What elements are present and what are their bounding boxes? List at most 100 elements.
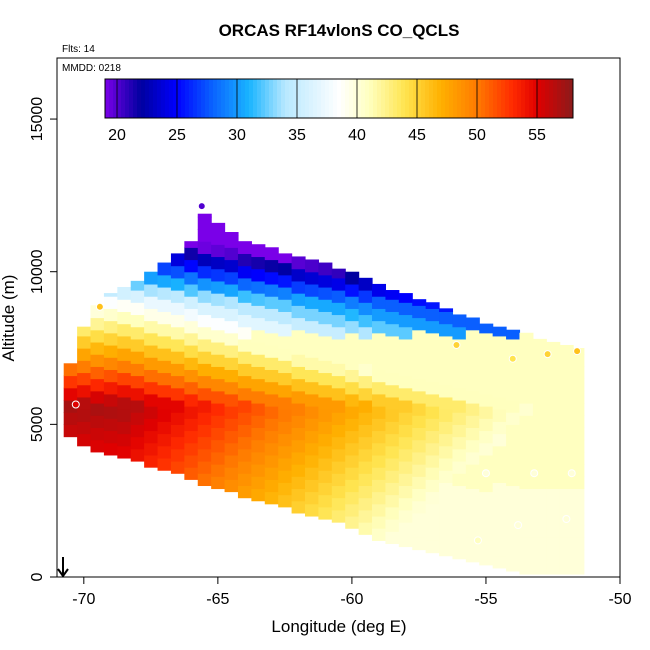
heatmap-cell — [519, 451, 534, 465]
heatmap-cell — [157, 274, 172, 288]
heatmap-cell — [77, 360, 92, 374]
heatmap-cell — [412, 341, 427, 355]
heatmap-cell — [237, 363, 252, 377]
heatmap-cell — [291, 476, 306, 490]
heatmap-cell — [425, 369, 440, 383]
heatmap-cell — [439, 482, 454, 496]
heatmap-cell — [184, 320, 199, 334]
heatmap-cell — [425, 332, 440, 346]
heatmap-cell — [358, 326, 373, 340]
heatmap-cell — [358, 387, 373, 401]
heatmap-cell — [224, 406, 239, 419]
heatmap-cell — [546, 402, 561, 416]
heatmap-cell — [264, 479, 279, 493]
heatmap-cell — [519, 500, 534, 514]
heatmap-cell — [224, 235, 239, 248]
heatmap-cell — [264, 296, 279, 309]
colorbar-segment — [409, 79, 414, 118]
heatmap-cell — [358, 522, 373, 535]
heatmap-cell — [546, 464, 561, 477]
heatmap-cell — [251, 280, 266, 294]
colorbar-segment — [257, 79, 262, 118]
heatmap-cell — [264, 454, 279, 468]
heatmap-cell — [492, 409, 507, 422]
heatmap-cell — [170, 338, 185, 352]
heatmap-cell — [318, 311, 333, 325]
heatmap-cell — [197, 314, 212, 328]
heatmap-cell — [412, 476, 427, 490]
heatmap-cell — [144, 320, 159, 334]
heatmap-cell — [439, 445, 454, 459]
colorbar-segment — [377, 79, 382, 118]
heatmap-cell — [452, 509, 467, 523]
heatmap-cell — [331, 326, 346, 340]
colorbar-segment — [461, 79, 466, 118]
heatmap-cell — [465, 366, 480, 380]
colorbar-tick-label: 25 — [168, 127, 186, 144]
heatmap-cell — [506, 534, 521, 548]
heatmap-cell — [224, 320, 239, 334]
heatmap-cell — [157, 433, 172, 447]
heatmap-cell — [372, 381, 387, 395]
heatmap-cell — [304, 320, 319, 334]
heatmap-cell — [439, 323, 454, 337]
heatmap-cell — [506, 497, 521, 511]
heatmap-cell — [479, 344, 494, 358]
heatmap-cell — [452, 448, 467, 462]
heatmap-cell — [385, 360, 400, 374]
heatmap-cell — [278, 311, 293, 325]
colorbar-tick-label: 35 — [288, 127, 306, 144]
heatmap-cell — [304, 491, 319, 505]
heatmap-cell — [77, 335, 92, 349]
heatmap-cell — [372, 406, 387, 419]
heatmap-cell — [425, 406, 440, 419]
heatmap-cell — [452, 534, 467, 548]
heatmap-cell — [492, 506, 507, 520]
heatmap-cell — [492, 348, 507, 361]
heatmap-cell — [398, 293, 413, 303]
heatmap-cell — [251, 329, 266, 343]
heatmap-cell — [358, 460, 373, 474]
heatmap-cell — [532, 402, 547, 416]
heatmap-cell — [372, 296, 387, 309]
colorbar-segment — [185, 79, 190, 118]
heatmap-cell — [570, 561, 585, 575]
heatmap-cell — [291, 341, 306, 355]
heatmap-cell — [519, 525, 534, 538]
colorbar-segment — [273, 79, 278, 118]
heatmap-cell — [492, 457, 507, 471]
heatmap-cell — [278, 409, 293, 422]
heatmap-cell — [224, 454, 239, 468]
heatmap-cell — [264, 344, 279, 358]
heatmap-cell — [251, 293, 266, 306]
heatmap-cell — [425, 528, 440, 541]
heatmap-cell — [291, 293, 306, 306]
heatmap-cell — [318, 299, 333, 312]
heatmap-cell — [130, 375, 145, 389]
heatmap-cell — [237, 277, 252, 291]
heatmap-cell — [331, 314, 346, 328]
heatmap-cell — [372, 479, 387, 493]
colorbar-segment — [517, 79, 522, 118]
colorbar-segment — [541, 79, 546, 118]
x-axis-label: Longitude (deg E) — [271, 617, 406, 636]
heatmap-cell — [398, 314, 413, 328]
heatmap-cell — [439, 506, 454, 520]
colorbar-segment — [401, 79, 406, 118]
heatmap-cell — [479, 393, 494, 407]
heatmap-cell — [412, 500, 427, 514]
y-axis: 0 5000 10000 15000 — [29, 97, 57, 581]
heatmap-cell — [157, 311, 172, 325]
heatmap-cell — [331, 412, 346, 425]
heatmap-cell — [157, 372, 172, 386]
heatmap-cell — [532, 341, 547, 355]
heatmap-cell — [412, 537, 427, 551]
heatmap-cell — [465, 464, 480, 477]
heatmap-cell — [157, 384, 172, 398]
x-axis: -70 -65 -60 -55 -50 — [72, 577, 632, 608]
heatmap-cell — [278, 494, 293, 508]
heatmap-cell — [331, 485, 346, 499]
heatmap-cell — [130, 436, 145, 450]
heatmap-cell — [170, 351, 185, 364]
heatmap-cell — [237, 314, 252, 328]
